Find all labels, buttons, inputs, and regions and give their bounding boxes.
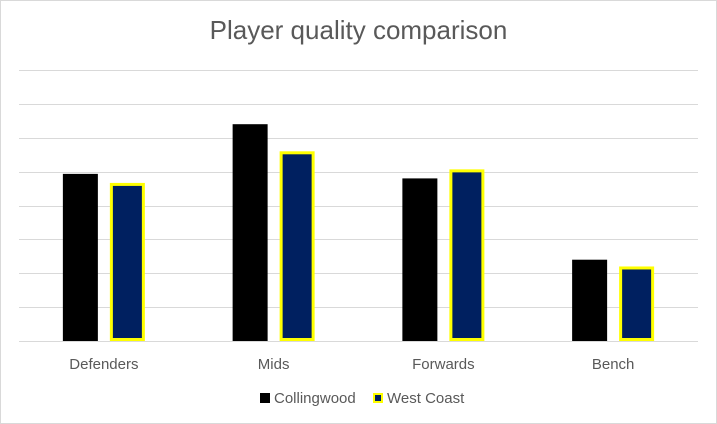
legend-swatch-west-coast [373, 393, 383, 403]
bars [62, 124, 655, 342]
legend-label-collingwood: Collingwood [274, 390, 356, 407]
legend: Collingwood West Coast [260, 390, 465, 407]
category-label-forwards: Forwards [412, 356, 475, 373]
legend-swatch-collingwood [260, 393, 270, 403]
bar-collingwood-bench [572, 259, 608, 341]
bar-west-coast-mids [279, 151, 315, 341]
category-label-defenders: Defenders [69, 356, 138, 373]
bar-collingwood-mids [232, 124, 268, 341]
bar-west-coast-forwards [449, 169, 485, 341]
chart-title: Player quality comparison [209, 15, 508, 45]
bar-collingwood-forwards [402, 178, 438, 341]
bar-west-coast-defenders [109, 182, 145, 341]
category-label-mids: Mids [258, 356, 290, 373]
category-labels: Defenders Mids Forwards Bench [69, 356, 634, 373]
bar-west-coast-bench [619, 266, 655, 342]
legend-label-west-coast: West Coast [387, 390, 465, 407]
bar-collingwood-defenders [62, 173, 98, 341]
category-label-bench: Bench [592, 356, 635, 373]
